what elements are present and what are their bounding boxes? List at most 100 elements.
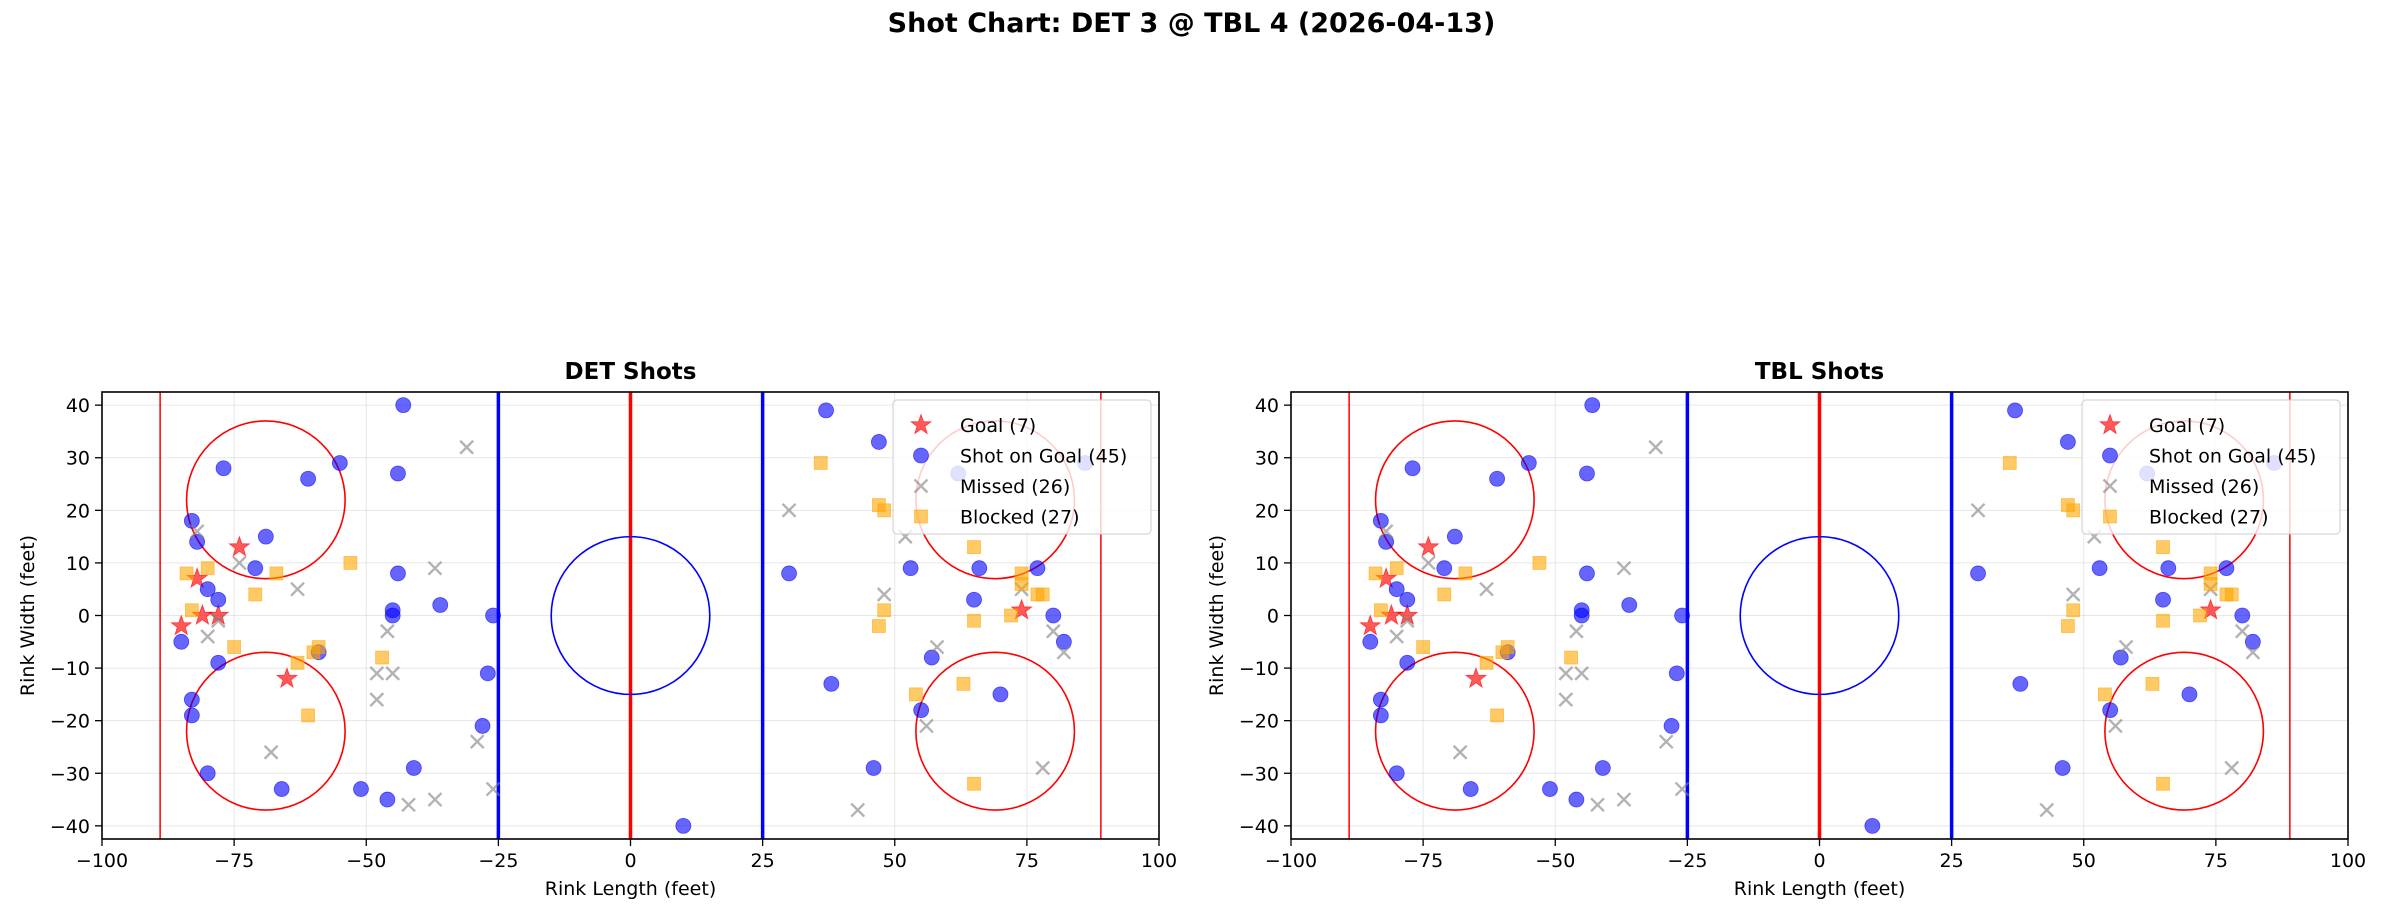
point-circle: [1621, 597, 1638, 613]
point-square: [967, 540, 981, 555]
point-x: [1616, 560, 1632, 576]
point-circle: [2112, 649, 2129, 666]
point-circle: [902, 560, 919, 577]
point-circle: [390, 565, 406, 582]
y-tick-label: 40: [66, 395, 90, 417]
point-circle: [1668, 665, 1685, 682]
point-circle: [1520, 455, 1537, 471]
point-square: [1495, 645, 1510, 660]
x-tick-label: −25: [478, 850, 518, 872]
point-square: [1564, 650, 1579, 665]
center-faceoff-circle: [550, 535, 711, 696]
point-square: [908, 687, 923, 702]
point-square: [269, 566, 284, 581]
point-circle: [1542, 781, 1558, 797]
chart-title: TBL Shots: [1755, 359, 1884, 385]
point-x: [1558, 665, 1574, 681]
point-circle: [1436, 560, 1453, 577]
point-x: [232, 555, 247, 571]
point-circle: [1864, 817, 1881, 834]
point-circle: [1399, 654, 1416, 671]
point-circle: [1372, 512, 1389, 529]
point-circle: [1045, 607, 1062, 624]
point-x: [1658, 734, 1674, 750]
point-square: [301, 708, 316, 723]
point-circle: [183, 707, 200, 724]
point-circle: [247, 560, 264, 577]
point-x: [290, 581, 305, 597]
point-circle: [1404, 460, 1421, 477]
point-star: [1010, 598, 1033, 620]
point-circle: [273, 781, 290, 797]
point-x: [919, 718, 934, 734]
point-circle: [2218, 560, 2235, 577]
point-square: [248, 587, 263, 602]
faceoff-circle: [1374, 651, 1535, 811]
point-square: [1373, 603, 1388, 618]
point-square: [2145, 676, 2160, 691]
point-square: [1479, 655, 1494, 670]
legend-box: [892, 399, 1152, 535]
point-x: [1421, 555, 1436, 571]
point-circle: [1399, 591, 1416, 608]
point-x: [1590, 797, 1605, 813]
point-circle: [395, 397, 412, 414]
point-circle: [199, 765, 216, 782]
y-tick-label: 40: [1255, 395, 1279, 417]
point-x: [369, 665, 385, 681]
point-x: [1378, 524, 1394, 539]
point-square: [2193, 608, 2207, 623]
point-square: [1458, 566, 1473, 581]
x-axis-label: Rink Length (feet): [1734, 878, 1905, 900]
point-square: [877, 503, 892, 518]
point-x: [380, 623, 395, 639]
y-tick-label: 0: [78, 606, 90, 628]
point-x: [469, 734, 485, 750]
x-tick-label: 75: [1015, 850, 1039, 872]
point-x: [385, 665, 401, 681]
point-circle: [432, 597, 449, 613]
point-square: [227, 640, 242, 654]
legend-marker-star: [2098, 413, 2122, 435]
point-star: [1417, 535, 1440, 557]
point-circle: [870, 434, 887, 450]
point-circle: [1055, 633, 1072, 650]
y-tick-label: 20: [1255, 500, 1279, 522]
point-square: [1368, 566, 1383, 581]
point-x: [1569, 623, 1584, 639]
point-circle: [1446, 528, 1463, 545]
x-tick-label: 100: [1141, 850, 1177, 872]
x-tick-label: −50: [1535, 850, 1575, 872]
point-x: [850, 802, 866, 818]
point-circle: [390, 465, 406, 482]
y-tick-label: 30: [1255, 448, 1279, 470]
point-x: [189, 524, 205, 539]
point-circle: [971, 560, 988, 577]
point-circle: [485, 607, 501, 624]
point-circle: [923, 649, 940, 666]
data-points: [170, 397, 1093, 834]
point-circle: [474, 718, 491, 734]
point-circle: [1579, 565, 1595, 582]
point-square: [967, 613, 981, 628]
point-circle: [1388, 581, 1405, 598]
legend-label: Goal (7): [960, 415, 1036, 437]
point-square: [2066, 503, 2081, 518]
legend-label: Goal (7): [2149, 415, 2225, 437]
point-x: [210, 613, 226, 629]
x-tick-label: 0: [624, 850, 636, 872]
point-circle: [2234, 607, 2251, 624]
point-square: [375, 650, 390, 665]
y-tick-label: 0: [1267, 606, 1279, 628]
y-tick-label: 30: [66, 448, 90, 470]
point-x: [1616, 792, 1632, 807]
point-x: [1035, 760, 1051, 776]
point-x: [1970, 502, 1986, 518]
legend-marker-square: [2103, 509, 2117, 524]
chart-title: DET Shots: [565, 359, 697, 385]
point-x: [929, 639, 945, 655]
x-tick-label: 100: [2330, 850, 2366, 872]
point-circle: [1378, 533, 1395, 550]
point-x: [1045, 623, 1061, 639]
point-circle: [2181, 686, 2198, 703]
